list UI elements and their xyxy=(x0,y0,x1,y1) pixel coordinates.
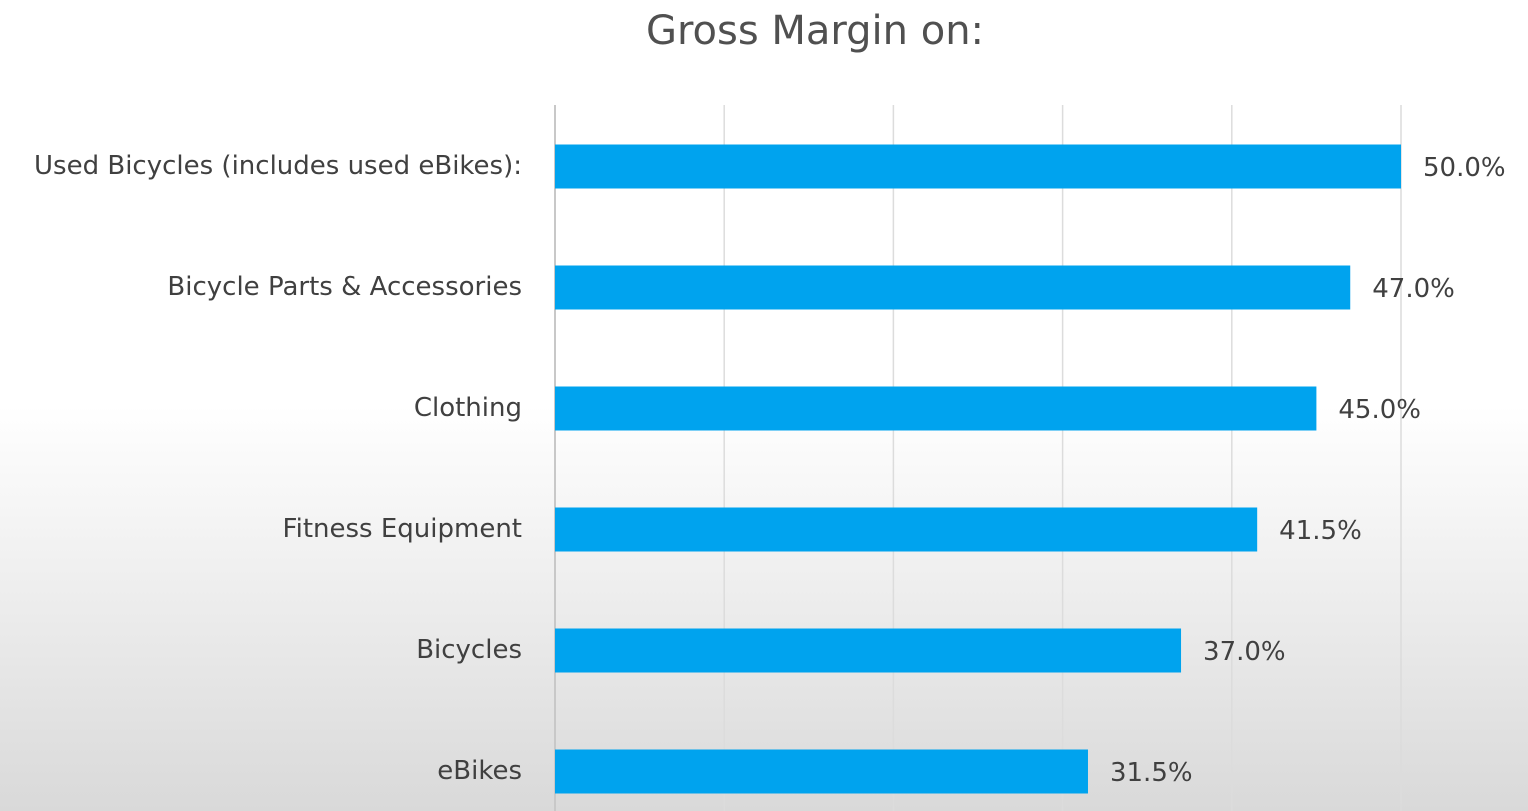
bar xyxy=(555,507,1258,552)
y-tick-label: Bicycle Parts & Accessories xyxy=(167,272,522,302)
data-label: 31.5% xyxy=(1110,758,1193,788)
bar xyxy=(555,265,1351,310)
y-tick-label: Clothing xyxy=(414,393,522,423)
y-tick-label: Used Bicycles (includes used eBikes): xyxy=(34,151,522,181)
data-label: 41.5% xyxy=(1279,516,1362,546)
y-tick-label: eBikes xyxy=(437,756,522,786)
bar xyxy=(555,628,1182,673)
bar xyxy=(555,144,1401,189)
data-label: 47.0% xyxy=(1372,274,1455,304)
y-tick-label: Fitness Equipment xyxy=(283,514,522,544)
data-label: 50.0% xyxy=(1423,153,1506,183)
data-label: 45.0% xyxy=(1338,395,1421,425)
bar xyxy=(555,386,1317,431)
bar xyxy=(555,749,1088,794)
data-label: 37.0% xyxy=(1203,637,1286,667)
y-tick-label: Bicycles xyxy=(416,635,522,665)
chart-title: Gross Margin on: xyxy=(646,8,984,54)
